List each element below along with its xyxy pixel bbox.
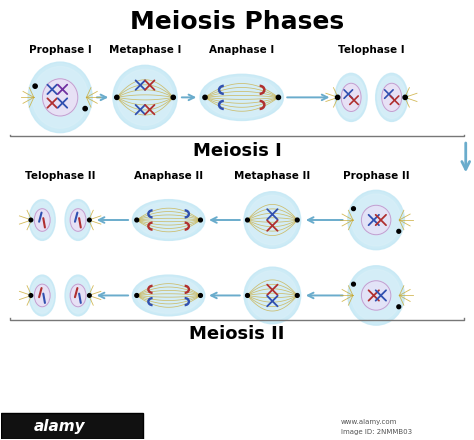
Text: Telophase I: Telophase I bbox=[338, 45, 405, 55]
Text: Anaphase I: Anaphase I bbox=[209, 45, 274, 55]
Text: Anaphase II: Anaphase II bbox=[134, 171, 203, 181]
Ellipse shape bbox=[137, 202, 201, 238]
Text: Image ID: 2NMMB03: Image ID: 2NMMB03 bbox=[341, 429, 412, 435]
Text: alamy: alamy bbox=[34, 419, 86, 434]
Ellipse shape bbox=[361, 205, 391, 235]
Ellipse shape bbox=[34, 284, 50, 307]
Ellipse shape bbox=[34, 209, 50, 231]
Circle shape bbox=[276, 95, 281, 99]
Circle shape bbox=[135, 293, 138, 297]
Ellipse shape bbox=[351, 269, 401, 322]
Ellipse shape bbox=[247, 195, 297, 245]
Ellipse shape bbox=[337, 76, 365, 118]
Text: Metaphase I: Metaphase I bbox=[109, 45, 181, 55]
Text: Prophase II: Prophase II bbox=[343, 171, 410, 181]
Ellipse shape bbox=[28, 62, 92, 132]
Ellipse shape bbox=[341, 83, 361, 111]
Circle shape bbox=[29, 293, 33, 297]
Ellipse shape bbox=[70, 284, 86, 307]
Circle shape bbox=[115, 95, 119, 99]
Ellipse shape bbox=[32, 66, 88, 128]
Ellipse shape bbox=[335, 73, 367, 121]
Circle shape bbox=[352, 207, 356, 211]
Ellipse shape bbox=[348, 190, 404, 250]
Circle shape bbox=[33, 84, 37, 88]
Text: Prophase I: Prophase I bbox=[29, 45, 91, 55]
Ellipse shape bbox=[244, 267, 301, 324]
Ellipse shape bbox=[117, 70, 173, 125]
Ellipse shape bbox=[378, 76, 406, 118]
Circle shape bbox=[199, 293, 202, 297]
Circle shape bbox=[199, 218, 202, 222]
Text: Metaphase II: Metaphase II bbox=[234, 171, 310, 181]
Ellipse shape bbox=[361, 281, 391, 310]
Ellipse shape bbox=[382, 83, 401, 111]
Ellipse shape bbox=[31, 278, 54, 313]
Circle shape bbox=[336, 95, 340, 99]
Circle shape bbox=[88, 293, 91, 297]
Ellipse shape bbox=[348, 266, 404, 325]
Circle shape bbox=[29, 218, 33, 222]
Ellipse shape bbox=[244, 192, 301, 248]
Ellipse shape bbox=[31, 202, 54, 238]
Circle shape bbox=[246, 218, 249, 222]
Circle shape bbox=[83, 106, 87, 111]
Ellipse shape bbox=[137, 278, 201, 313]
Ellipse shape bbox=[67, 202, 90, 238]
Circle shape bbox=[397, 305, 401, 309]
Circle shape bbox=[295, 218, 299, 222]
Ellipse shape bbox=[29, 200, 55, 240]
Ellipse shape bbox=[113, 65, 177, 129]
Ellipse shape bbox=[43, 79, 78, 116]
Ellipse shape bbox=[376, 73, 408, 121]
Circle shape bbox=[203, 95, 207, 99]
Text: Telophase II: Telophase II bbox=[25, 171, 95, 181]
Ellipse shape bbox=[65, 200, 91, 240]
Ellipse shape bbox=[132, 200, 205, 240]
Text: www.alamy.com: www.alamy.com bbox=[341, 419, 397, 425]
Text: Meiosis Phases: Meiosis Phases bbox=[130, 10, 344, 34]
Ellipse shape bbox=[351, 194, 401, 246]
Ellipse shape bbox=[200, 74, 283, 121]
Circle shape bbox=[397, 229, 401, 233]
Ellipse shape bbox=[132, 275, 205, 316]
Circle shape bbox=[171, 95, 175, 99]
Ellipse shape bbox=[247, 271, 297, 320]
Circle shape bbox=[352, 282, 356, 286]
Ellipse shape bbox=[65, 275, 91, 316]
Ellipse shape bbox=[67, 278, 90, 313]
Ellipse shape bbox=[70, 209, 86, 231]
Text: Meiosis II: Meiosis II bbox=[189, 325, 285, 343]
Ellipse shape bbox=[29, 275, 55, 316]
Ellipse shape bbox=[205, 77, 278, 117]
Text: Meiosis I: Meiosis I bbox=[192, 142, 282, 160]
Circle shape bbox=[403, 95, 407, 99]
Circle shape bbox=[88, 218, 91, 222]
Circle shape bbox=[246, 293, 249, 297]
Circle shape bbox=[135, 218, 138, 222]
Circle shape bbox=[295, 293, 299, 297]
FancyBboxPatch shape bbox=[1, 413, 143, 439]
